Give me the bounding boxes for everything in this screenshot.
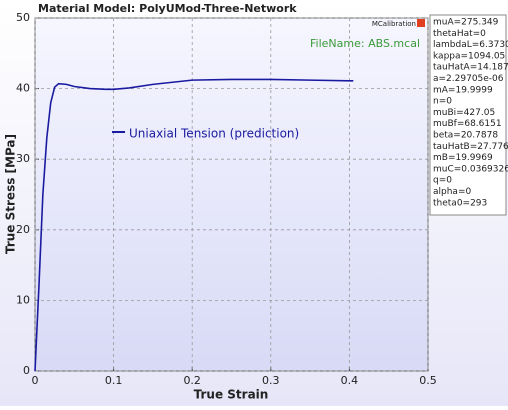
parameter: beta=20.7878 xyxy=(433,131,498,141)
data-line xyxy=(34,78,354,372)
parameter: kappa=1094.05 xyxy=(433,51,505,61)
parameter-panel xyxy=(429,14,507,216)
y-tick-label: 30 xyxy=(16,152,30,165)
legend-label: Uniaxial Tension (prediction) xyxy=(129,127,299,141)
y-axis-label: True Stress [MPa] xyxy=(4,134,18,254)
parameter: muC=0.0369326 xyxy=(433,164,508,174)
y-tick-label: 10 xyxy=(16,293,30,306)
parameter: mA=19.9999 xyxy=(433,85,493,95)
parameter: lambdaL=6.37303 xyxy=(433,40,508,50)
parameter: thetaHat=0 xyxy=(433,29,486,39)
filename: FileName: ABS.mcal xyxy=(310,37,420,50)
parameter: n=0 xyxy=(433,97,452,107)
y-tick-label: 50 xyxy=(16,11,30,24)
parameter: tauHatB=27.7762 xyxy=(433,142,508,152)
watermark: MCalibration xyxy=(372,20,416,28)
y-tick-label: 40 xyxy=(16,82,30,95)
x-tick-label: 0.1 xyxy=(105,374,123,387)
logo-icon xyxy=(417,19,425,27)
parameter: q=0 xyxy=(433,176,452,186)
parameter: tauHatA=14.187 xyxy=(433,63,508,73)
x-tick-label: 0.5 xyxy=(419,374,437,387)
x-axis-label: True Strain xyxy=(194,388,269,402)
x-tick-label: 0.3 xyxy=(262,374,280,387)
parameter: theta0=293 xyxy=(433,198,487,208)
parameter: muA=275.349 xyxy=(433,18,499,28)
x-tick-label: 0.2 xyxy=(183,374,201,387)
y-tick-label: 20 xyxy=(16,223,30,236)
parameter: muBi=427.05 xyxy=(433,108,495,118)
x-tick-label: 0 xyxy=(32,374,39,387)
x-tick-label: 0.4 xyxy=(341,374,359,387)
parameter: muBf=68.6151 xyxy=(433,119,502,129)
parameter: alpha=0 xyxy=(433,187,471,197)
parameter: a=2.29705e-06 xyxy=(433,74,504,84)
parameter: mB=19.9969 xyxy=(433,153,493,163)
chart-title: Material Model: PolyUMod-Three-Network xyxy=(38,2,297,15)
y-tick-label: 0 xyxy=(23,364,30,377)
plot-area xyxy=(34,17,429,372)
